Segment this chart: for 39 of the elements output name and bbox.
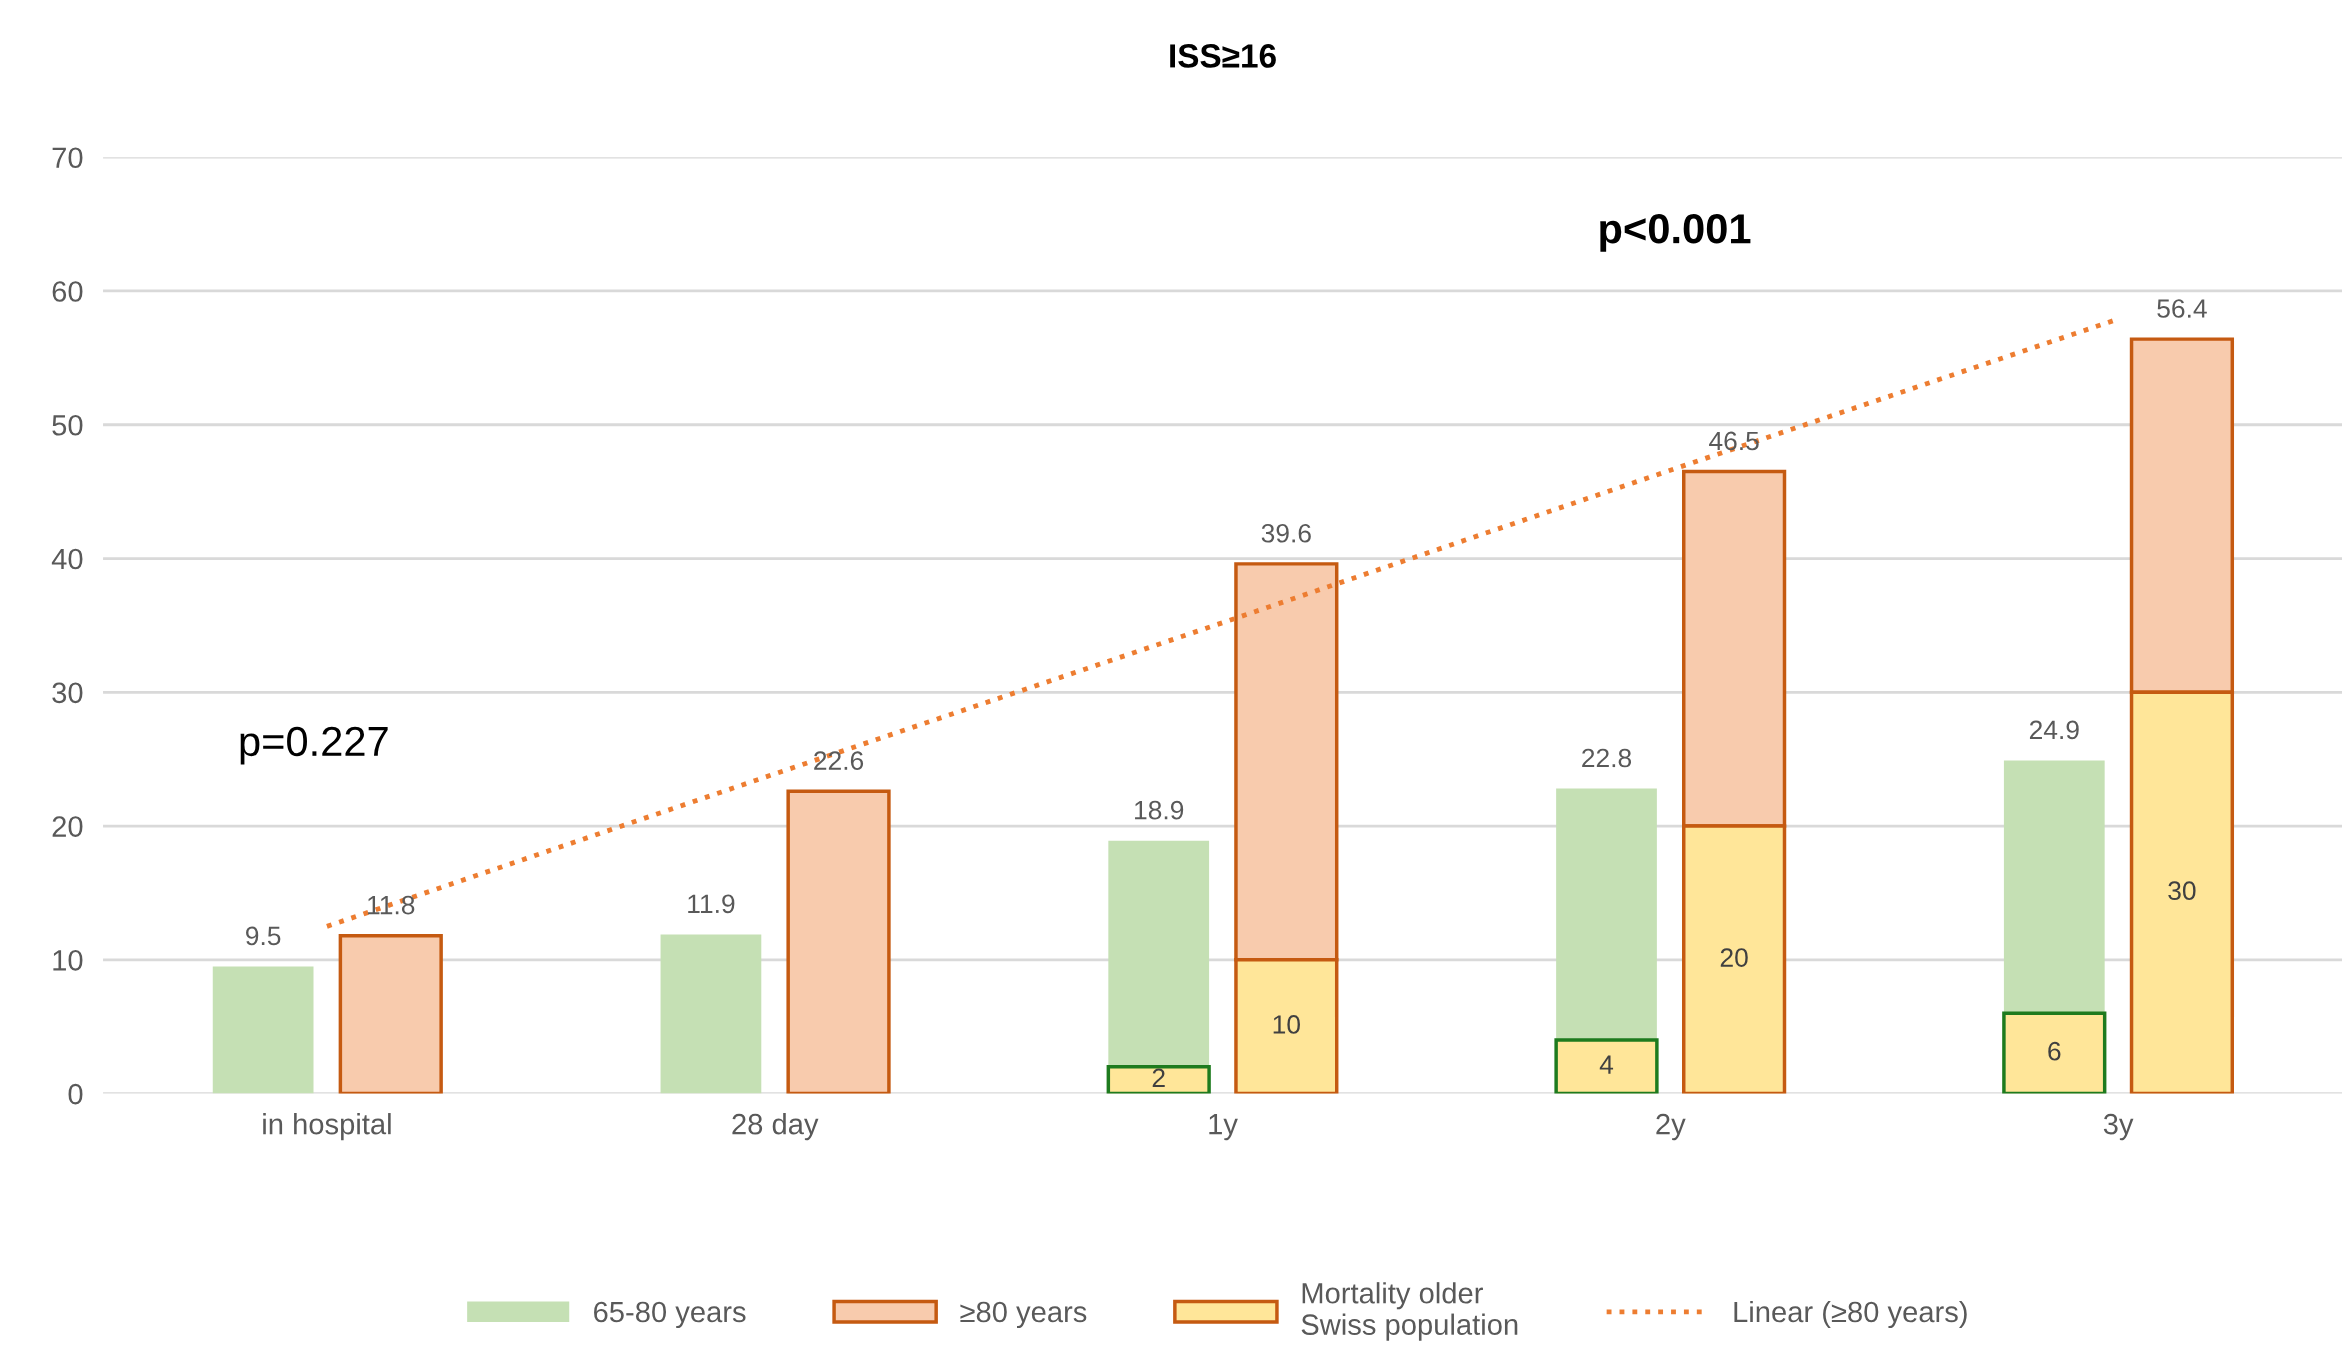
y-tick-label: 30 [52, 682, 83, 704]
y-tick-label: 10 [53, 950, 83, 971]
data-label: 22.8 [1582, 748, 1632, 768]
legend-label: 65-80 years [594, 1301, 746, 1329]
legend-label: ≥80 years [960, 1301, 1087, 1329]
data-label: 22.6 [814, 751, 864, 771]
annotation: p<0.001 [1600, 214, 1751, 252]
legend-label: Mortality older Swiss population [1301, 1282, 1518, 1341]
legend-label: Linear (≥80 years) [1734, 1300, 1967, 1329]
data-label: 4 [1599, 1055, 1614, 1074]
bar [212, 966, 314, 1094]
data-label: 24.9 [2029, 720, 2079, 740]
x-tick-label: 3y [2103, 1113, 2134, 1141]
data-label: 39.6 [1261, 523, 1311, 543]
y-tick-label: 20 [52, 816, 83, 837]
data-label: 6 [2048, 1041, 2061, 1061]
data-label: 10 [1273, 1015, 1300, 1034]
bar [1108, 840, 1210, 1067]
y-tick-label: 50 [52, 414, 83, 436]
annotation: p=0.227 [240, 726, 388, 765]
x-tick-label: in hospital [263, 1113, 391, 1141]
data-label: 9.5 [246, 926, 281, 946]
data-label: 56.4 [2157, 299, 2207, 318]
x-tick-label: 1y [1209, 1114, 1238, 1141]
data-label: 2 [1152, 1068, 1165, 1088]
data-label: 18.9 [1135, 800, 1184, 820]
chart-title: ISS≥16 [1170, 44, 1276, 68]
y-tick-label: 70 [52, 147, 83, 169]
x-tick-label: 2y [1656, 1113, 1686, 1141]
bar [2003, 760, 2105, 1014]
y-tick-label: 0 [68, 1083, 83, 1105]
y-tick-label: 40 [51, 548, 83, 570]
data-label: 11.9 [688, 894, 735, 914]
bar [1556, 788, 1657, 1041]
bar [660, 934, 762, 1094]
x-tick-label: 28 day [732, 1113, 819, 1141]
y-tick-label: 60 [52, 281, 83, 302]
data-label: 30 [2168, 881, 2196, 901]
data-label: 20 [1720, 948, 1748, 967]
